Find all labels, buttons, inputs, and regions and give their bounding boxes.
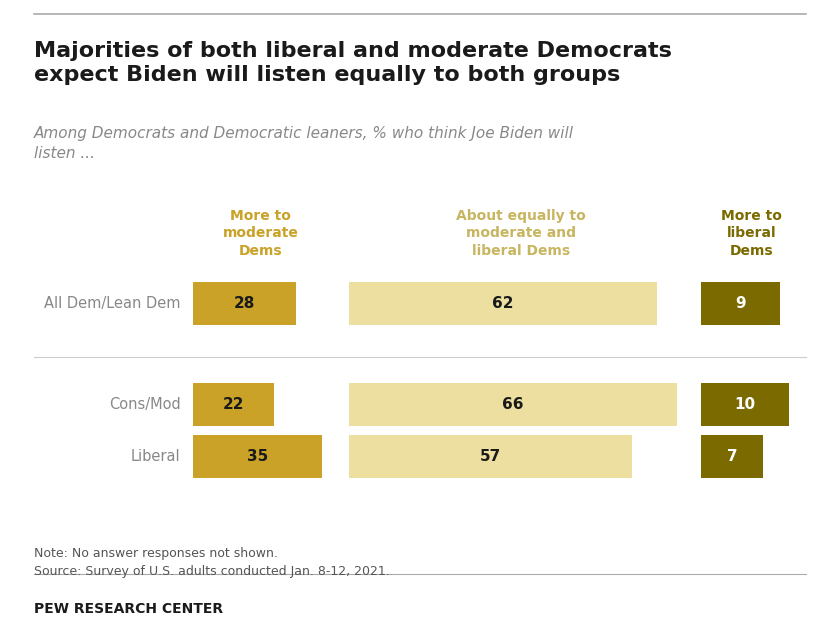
Text: More to
liberal
Dems: More to liberal Dems — [722, 209, 782, 258]
Text: PEW RESEARCH CENTER: PEW RESEARCH CENTER — [34, 602, 223, 616]
Text: 9: 9 — [736, 296, 746, 311]
Text: About equally to
moderate and
liberal Dems: About equally to moderate and liberal De… — [456, 209, 585, 258]
Text: 66: 66 — [502, 397, 523, 412]
Text: 22: 22 — [223, 397, 244, 412]
Text: 28: 28 — [234, 296, 255, 311]
Text: Cons/Mod: Cons/Mod — [109, 397, 181, 412]
Text: 57: 57 — [480, 449, 501, 464]
Text: Note: No answer responses not shown.
Source: Survey of U.S. adults conducted Jan: Note: No answer responses not shown. Sou… — [34, 547, 390, 578]
Text: Liberal: Liberal — [131, 449, 181, 464]
Text: More to
moderate
Dems: More to moderate Dems — [223, 209, 298, 258]
Text: Among Democrats and Democratic leaners, % who think Joe Biden will
listen ...: Among Democrats and Democratic leaners, … — [34, 126, 574, 161]
Text: 62: 62 — [492, 296, 514, 311]
Text: Majorities of both liberal and moderate Democrats
expect Biden will listen equal: Majorities of both liberal and moderate … — [34, 41, 671, 85]
Text: 7: 7 — [727, 449, 738, 464]
Text: 10: 10 — [735, 397, 756, 412]
Text: All Dem/Lean Dem: All Dem/Lean Dem — [44, 296, 181, 311]
Text: 35: 35 — [247, 449, 268, 464]
